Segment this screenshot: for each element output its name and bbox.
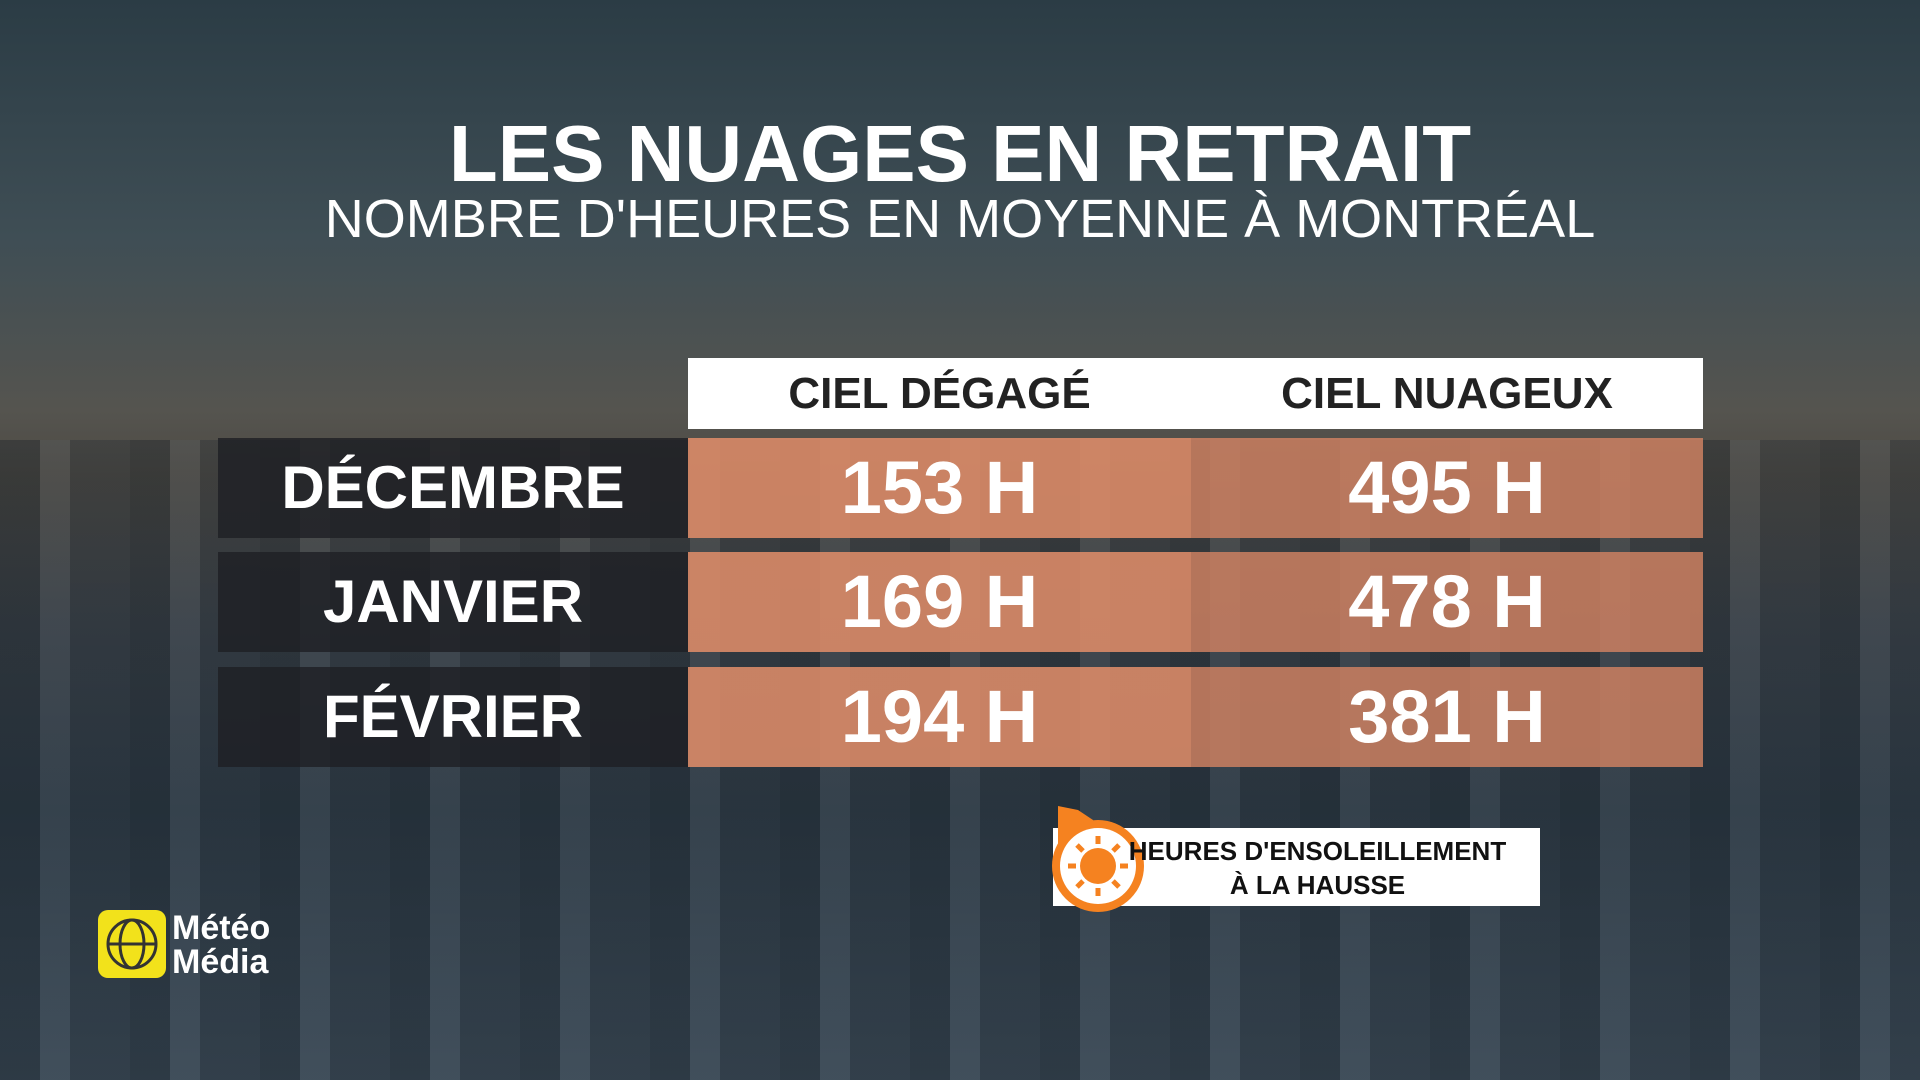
row-label: JANVIER: [218, 552, 688, 652]
clear-sky-cell: 169 H: [688, 552, 1191, 652]
row-label: DÉCEMBRE: [218, 438, 688, 538]
cloudy-sky-cell: 478 H: [1191, 552, 1703, 652]
column-header: CIEL NUAGEUX: [1281, 369, 1613, 418]
title: LES NUAGES EN RETRAIT: [448, 109, 1472, 198]
badge-text: À LA HAUSSE: [1229, 870, 1406, 900]
logo-icon: [98, 910, 166, 978]
sun-icon: [1052, 806, 1144, 912]
column-header: CIEL DÉGAGÉ: [788, 369, 1091, 418]
logo-text: Météo: [172, 909, 271, 947]
badge-text: HEURES D'ENSOLEILLEMENT: [1128, 836, 1507, 866]
row-label: FÉVRIER: [218, 667, 688, 767]
cloudy-sky-cell: 495 H: [1191, 438, 1703, 538]
clear-sky-cell: 194 H: [688, 667, 1191, 767]
cloudy-sky-cell: 381 H: [1191, 667, 1703, 767]
clear-sky-cell: 153 H: [688, 438, 1191, 538]
subtitle: NOMBRE D'HEURES EN MOYENNE À MONTRÉAL: [324, 189, 1596, 249]
header-row: [688, 358, 1703, 429]
logo-text: Média: [172, 943, 269, 981]
